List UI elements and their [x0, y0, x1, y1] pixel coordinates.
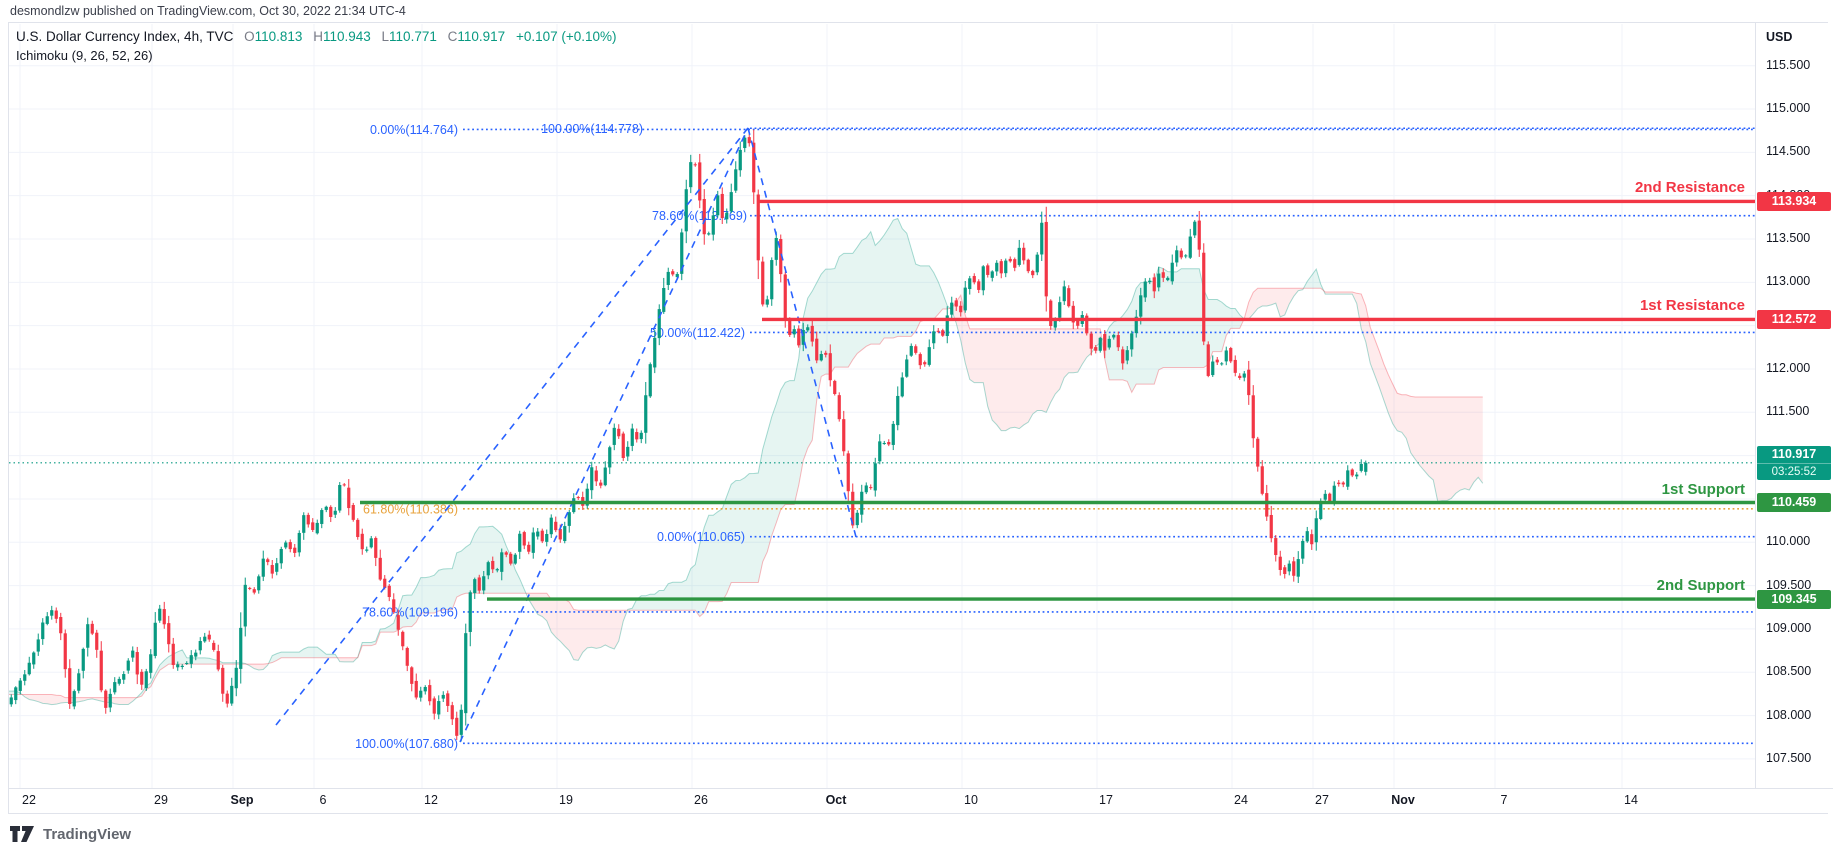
sr-price-badge: 112.572	[1757, 309, 1831, 329]
tradingview-logo-text: TradingView	[43, 825, 132, 843]
tradingview-logo[interactable]: TradingView	[10, 824, 131, 844]
y-axis-label: 108.500	[1766, 664, 1812, 679]
x-axis-label: 14	[1624, 793, 1638, 807]
x-axis-label: 12	[424, 793, 438, 807]
indicator-legend[interactable]: Ichimoku (9, 26, 52, 26)	[16, 48, 153, 63]
y-axis-label: 115.500	[1766, 57, 1811, 72]
fib-levels: 0.00%(114.764) 61.80%(110.386) 78.60%(109.…	[355, 122, 1755, 751]
sr-lines	[360, 199, 1755, 601]
y-axis-label: 107.500	[1766, 750, 1812, 765]
low-value: 110.771	[389, 29, 437, 44]
tradingview-logo-icon	[10, 826, 34, 842]
x-axis-label: 27	[1315, 793, 1329, 807]
sr-price-badge: 109.345	[1757, 589, 1831, 609]
y-axis-label: 109.500	[1766, 577, 1812, 592]
close-label: C	[447, 29, 458, 44]
trendlines	[275, 127, 857, 743]
x-axis-label: Nov	[1391, 793, 1415, 807]
grid	[9, 24, 1755, 788]
sr-label: 2nd Support	[1656, 577, 1745, 595]
current-price-value: 110.917	[1771, 447, 1817, 461]
high-label: H	[313, 29, 323, 44]
open-value: 110.813	[254, 29, 303, 44]
x-axis-label: 10	[964, 793, 978, 807]
time-axis[interactable]: 22 29 Sep 6 12 19 26 Oct 10 17 24 27 Nov 7 14	[9, 788, 1833, 813]
sr-price-badge: 113.934	[1757, 191, 1831, 211]
x-axis-label: Sep	[230, 793, 254, 807]
x-axis-label: Oct	[825, 793, 847, 807]
y-axis-label: 113.000	[1766, 274, 1811, 289]
fib-label: 0.00%(110.065)	[657, 530, 745, 544]
y-axis-label: 112.000	[1766, 360, 1811, 375]
sr-label: 1st Support	[1661, 480, 1745, 498]
x-axis-label: 22	[22, 793, 36, 807]
symbol-legend: U.S. Dollar Currency Index, 4h, TVC O110…	[16, 29, 617, 44]
fib-label: 100.00%(114.778)	[541, 122, 643, 136]
close-value: 110.917	[457, 29, 506, 44]
low-label: L	[381, 29, 390, 44]
y-axis-label: 109.000	[1766, 620, 1812, 635]
x-axis-label: 19	[559, 793, 573, 807]
currency-label: USD	[1766, 30, 1793, 44]
change-value: +0.107 (+0.10%)	[515, 29, 617, 44]
sr-label: 1st Resistance	[1639, 297, 1745, 315]
x-axis-label: 17	[1099, 793, 1113, 807]
y-axis-label: 108.000	[1766, 707, 1812, 722]
ichimoku-cloud	[9, 217, 1484, 706]
x-axis-label: 26	[694, 793, 708, 807]
sr-label: 2nd Resistance	[1634, 179, 1745, 197]
y-axis-label: 114.500	[1766, 144, 1811, 159]
symbol-title: U.S. Dollar Currency Index, 4h, TVC	[16, 29, 234, 44]
y-axis-label: 113.500	[1766, 231, 1811, 245]
fib-label: 61.80%(110.386)	[363, 502, 458, 516]
candles	[9, 129, 1368, 742]
fib-label: 100.00%(107.680)	[355, 737, 458, 751]
y-axis-label: 115.000	[1766, 101, 1811, 116]
sr-price-badge: 110.459	[1757, 493, 1831, 512]
current-price-badge: 110.917 03:25:52	[1757, 446, 1831, 480]
fib-label: 78.60%(109.196)	[362, 605, 458, 619]
x-axis-label: 6	[319, 793, 327, 807]
bar-countdown: 03:25:52	[1757, 463, 1831, 480]
publish-banner: desmondlzw published on TradingView.com,…	[10, 4, 406, 18]
open-label: O	[244, 29, 255, 44]
fib-label: 50.00%(112.422)	[650, 326, 745, 340]
fib-label: 0.00%(114.764)	[370, 123, 458, 137]
price-axis[interactable]	[1755, 23, 1834, 788]
y-axis-label: 111.500	[1766, 404, 1810, 419]
x-axis-label: 29	[154, 793, 168, 807]
high-value: 110.943	[322, 29, 371, 44]
x-axis-label: 24	[1234, 793, 1248, 807]
x-axis-label: 7	[1500, 793, 1508, 807]
y-axis-label: 110.000	[1766, 534, 1811, 549]
